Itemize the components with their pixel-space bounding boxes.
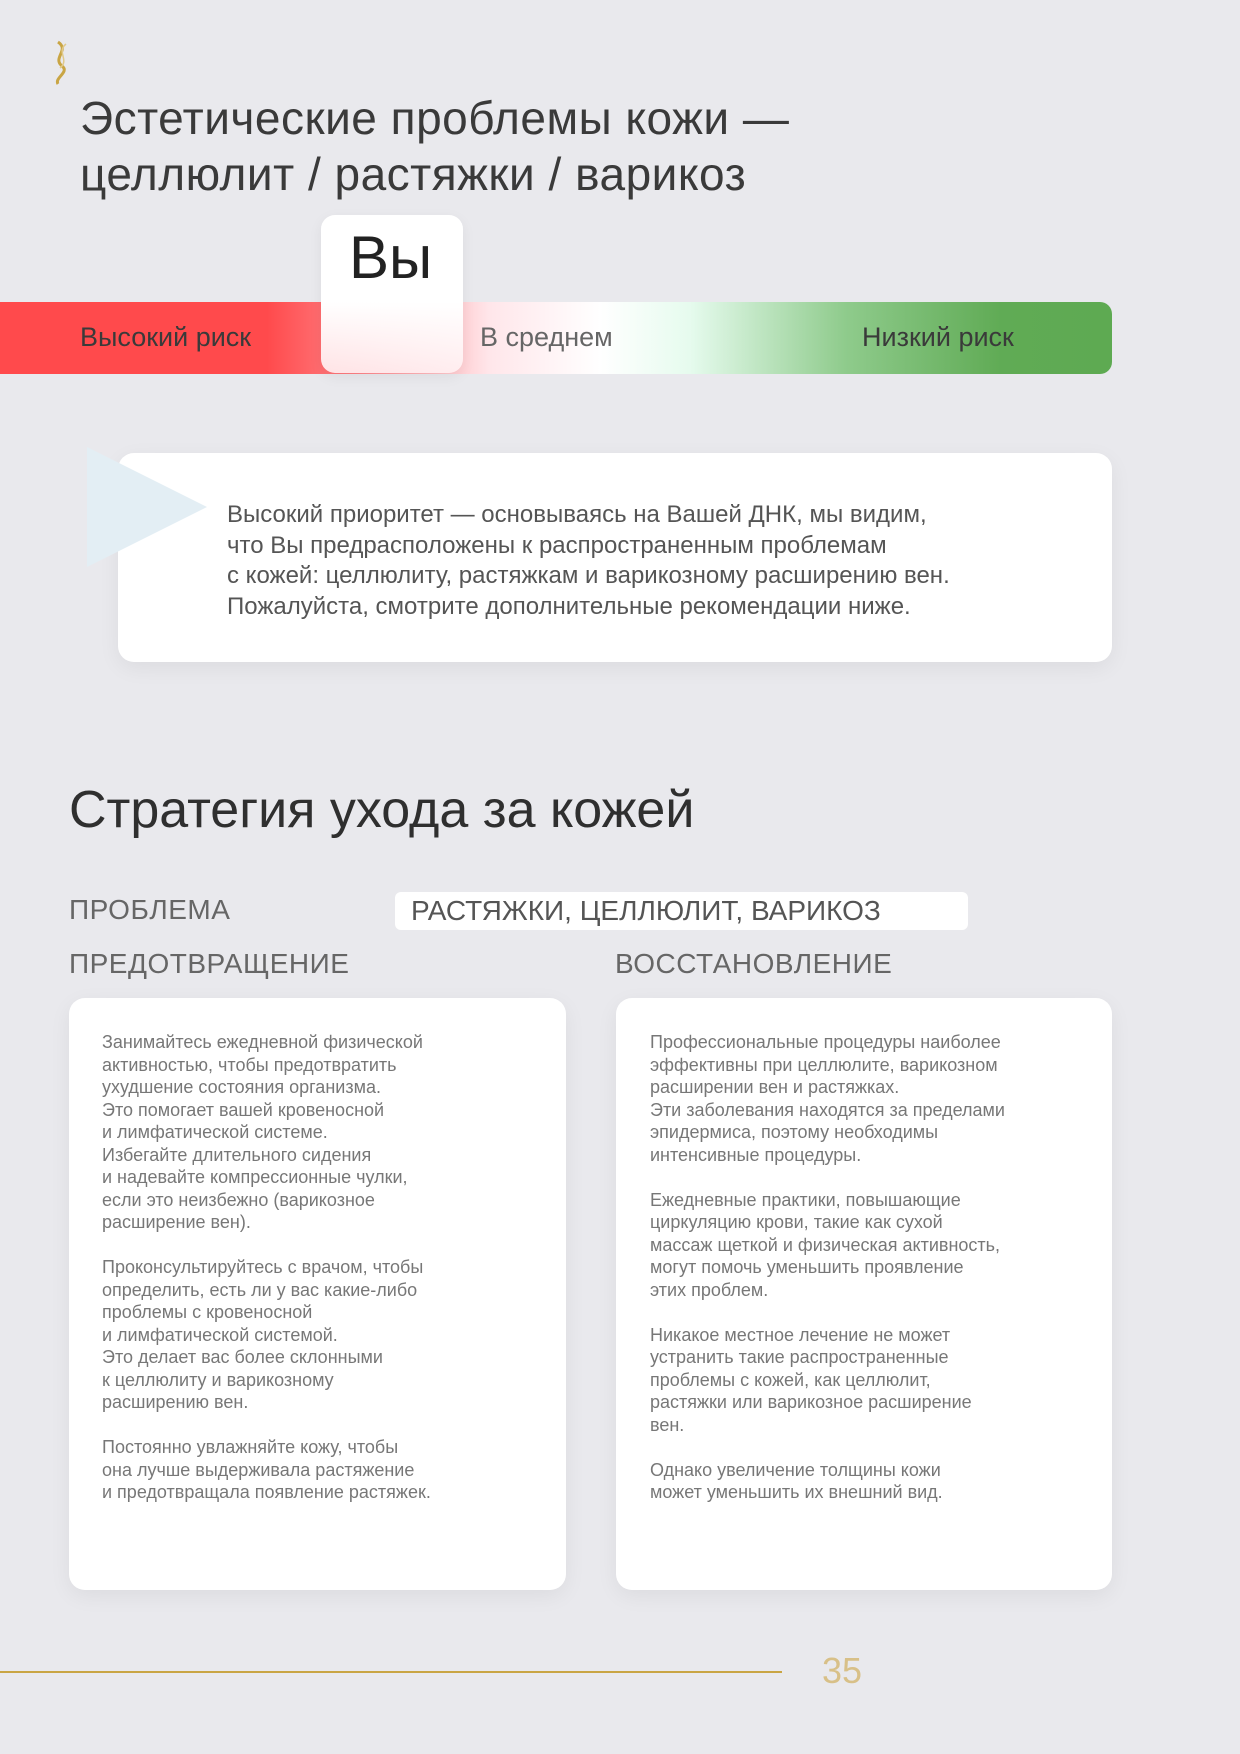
paragraph: Постоянно увлажняйте кожу, чтобы она луч… (102, 1437, 431, 1502)
callout-line: что Вы предрасположены к распространенны… (227, 531, 887, 559)
priority-callout (118, 453, 1112, 662)
prevention-label: ПРЕДОТВРАЩЕНИЕ (69, 948, 350, 979)
risk-label-medium: В среднем (480, 322, 613, 352)
recovery-text: Профессиональные процедуры наиболее эффе… (650, 1031, 1005, 1526)
page-title: Эстетические проблемы кожи — целлюлит / … (80, 90, 789, 202)
page-number: 35 (822, 1650, 863, 1691)
callout-line: Пожалуйста, смотрите дополнительные реко… (227, 592, 911, 620)
paragraph: Никакое местное лечение не может устрани… (650, 1324, 972, 1435)
paragraph: Проконсультируйтесь с врачом, чтобы опре… (102, 1257, 424, 1412)
you-marker: Вы (321, 215, 463, 373)
recovery-card: Профессиональные процедуры наиболее эффе… (616, 998, 1112, 1590)
prevention-text: Занимайтесь ежедневной физической активн… (102, 1031, 431, 1526)
you-marker-label: Вы (349, 224, 433, 291)
problem-value-pill: РАСТЯЖКИ, ЦЕЛЛЮЛИТ, ВАРИКОЗ (395, 892, 968, 930)
recovery-label: ВОССТАНОВЛЕНИЕ (615, 948, 893, 979)
risk-scale-bar: Высокий риск В среднем Низкий риск (0, 302, 1112, 374)
callout-line: Высокий приоритет — основываясь на Вашей… (227, 501, 927, 528)
paragraph: Профессиональные процедуры наиболее эффе… (650, 1032, 1005, 1165)
callout-line: с кожей: целлюлиту, растяжкам и варикозн… (227, 562, 950, 589)
problem-value: РАСТЯЖКИ, ЦЕЛЛЮЛИТ, ВАРИКОЗ (411, 895, 881, 926)
paragraph: Занимайтесь ежедневной физической активн… (102, 1032, 423, 1232)
title-line-2: целлюлит / растяжки / варикоз (80, 148, 747, 200)
paragraph: Ежедневные практики, повышающие циркуляц… (650, 1189, 1001, 1300)
callout-text: Высокий приоритет — основываясь на Вашей… (227, 500, 1097, 622)
title-line-1: Эстетические проблемы кожи — (80, 92, 790, 144)
problem-label: ПРОБЛЕМА (69, 894, 231, 925)
risk-label-low: Низкий риск (862, 322, 1014, 352)
prevention-card: Занимайтесь ежедневной физической активн… (69, 998, 566, 1590)
dna-logo-icon (55, 40, 67, 85)
risk-label-high: Высокий риск (80, 322, 252, 352)
section-title: Стратегия ухода за кожей (69, 781, 695, 839)
paragraph: Однако увеличение толщины кожи может уме… (650, 1459, 943, 1503)
footer-divider (0, 1671, 782, 1673)
triangle-pointer-icon (87, 447, 207, 567)
